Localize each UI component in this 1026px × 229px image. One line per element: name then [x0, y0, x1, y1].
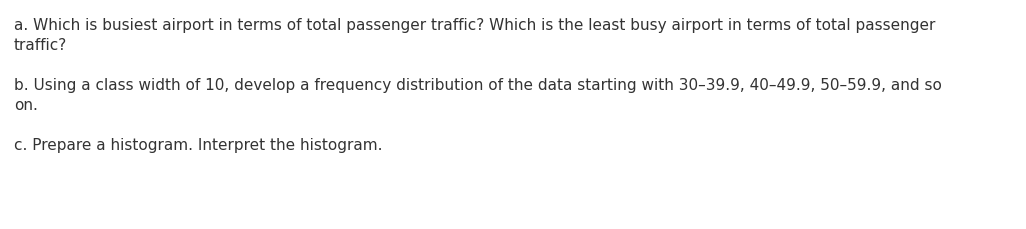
Text: traffic?: traffic?	[14, 38, 68, 53]
Text: c. Prepare a histogram. Interpret the histogram.: c. Prepare a histogram. Interpret the hi…	[14, 138, 383, 153]
Text: b. Using a class width of 10, develop a frequency distribution of the data start: b. Using a class width of 10, develop a …	[14, 78, 942, 93]
Text: a. Which is busiest airport in terms of total passenger traffic? Which is the le: a. Which is busiest airport in terms of …	[14, 18, 936, 33]
Text: on.: on.	[14, 98, 38, 113]
